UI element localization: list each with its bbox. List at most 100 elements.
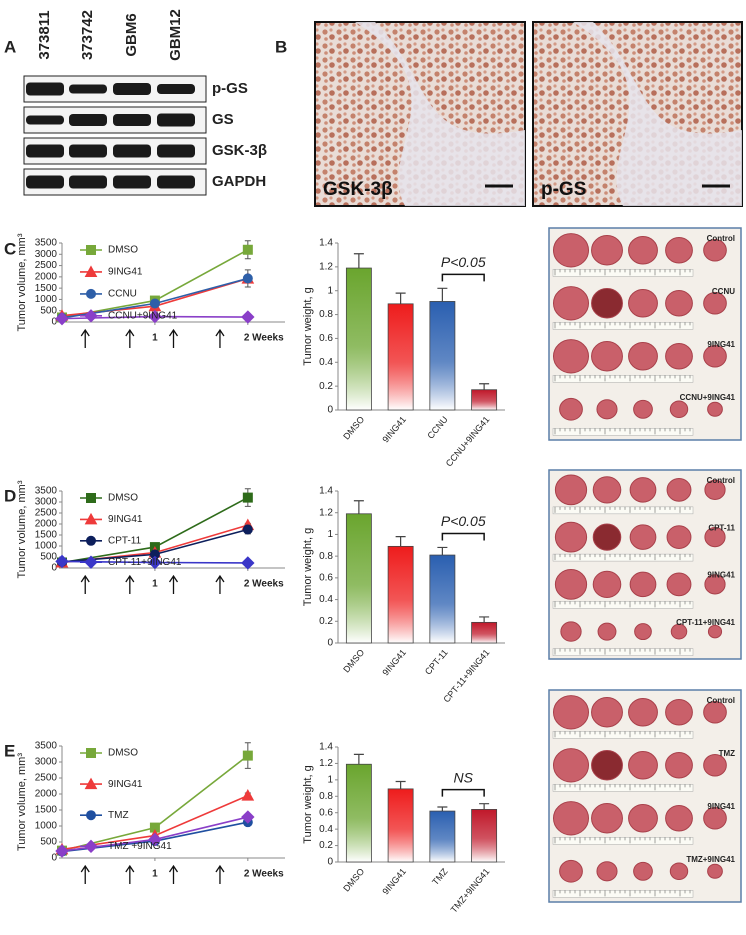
y-tick-label: 1000 [35,821,58,832]
photo-label: Control [707,476,735,485]
tumor [552,339,590,374]
y-tick-label: 2000 [35,271,58,282]
y-tick-label: 1.2 [319,758,333,769]
legend-label: TMZ +9ING41 [108,841,172,852]
legend-label: DMSO [108,245,138,256]
y-tick-label: 1 [327,529,333,540]
bar [345,267,372,411]
y-tick-label: 1 [327,285,333,296]
lane-label: GBM12 [167,9,184,61]
y-axis-label: Tumor weight, g [302,287,314,365]
band-label: GSK-3β [212,142,267,159]
marker [84,777,98,790]
ruler [552,837,694,845]
y-tick-label: 3500 [35,741,58,752]
tumor [628,751,658,780]
y-tick-label: 2500 [35,508,58,519]
y-tick-label: 0.4 [319,357,333,368]
stroma [573,22,742,206]
y-tick-label: 0.8 [319,309,333,320]
x-tick-label: TMZ+9ING41 [449,866,492,914]
tumor [591,288,623,319]
x-tick-label: 1 [152,869,158,880]
y-tick-label: 0.2 [319,840,333,851]
panel-letter: D [4,486,16,505]
photo-label: Control [707,696,735,705]
bar [387,545,414,644]
y-tick-label: 0.2 [319,381,333,392]
legend-label: DMSO [108,493,138,504]
photo-label: TMZ [719,749,736,758]
x-tick-label: 9ING41 [380,866,408,896]
blot-band [113,114,151,126]
y-axis-label: Tumor volume, mm³ [16,480,28,578]
bar [429,554,456,644]
marker [148,832,162,847]
x-tick-label: 9ING41 [380,414,408,444]
marker [55,554,69,569]
legend-label: DMSO [108,748,138,759]
y-tick-label: 0 [51,317,57,328]
y-tick-label: 1500 [35,805,58,816]
x-tick-label: 1 [152,579,158,590]
tumor [629,524,657,550]
y-tick-label: 3500 [35,486,58,497]
tumor [552,748,590,783]
error-bar [395,292,406,304]
y-tick-label: 500 [40,305,57,316]
tumor [666,477,692,502]
band-label: GAPDH [212,173,266,190]
y-tick-label: 1500 [35,283,58,294]
tumor [665,752,693,779]
tumor [707,863,723,879]
blot-band [157,113,195,127]
tumor [666,572,692,597]
tumor [665,343,693,370]
marker [84,512,98,525]
error-bar [353,753,364,765]
ruler [552,784,694,792]
y-tick-label: 3000 [35,497,58,508]
lane-label: GBM6 [123,13,140,56]
tumor [633,399,653,419]
x-tick-label: DMSO [341,647,366,674]
blot-band [26,82,64,96]
bar [345,513,372,644]
y-tick-label: 500 [40,552,57,563]
tumor [629,477,657,503]
panel-letter: A [4,37,16,56]
marker [86,748,96,758]
marker [86,245,96,255]
tumor [634,623,652,641]
tumor [591,697,623,728]
y-axis-label: Tumor weight, g [302,765,314,843]
dose-arrow [125,328,135,348]
blot-band [69,144,107,158]
tumor [703,291,727,315]
tumor [703,344,727,368]
tumor [665,237,693,264]
y-tick-label: 1000 [35,294,58,305]
tumor [559,397,583,421]
y-axis-label: Tumor volume, mm³ [16,753,28,851]
x-tick-label: TMZ [430,866,450,887]
x-tick-label: 2 Weeks [244,333,284,344]
y-tick-label: 0.6 [319,572,333,583]
photo-label: 9ING41 [707,802,735,811]
blot-band [113,83,151,95]
image-label: GSK-3β [323,179,393,200]
bar [471,621,498,644]
tumor [591,750,623,781]
x-tick-label: 2 Weeks [244,869,284,880]
marker [241,556,255,570]
annotation: P<0.05 [441,513,486,529]
lane-label: 373742 [79,10,96,60]
error-bar [395,780,406,789]
blot-band [26,175,64,189]
photo-label: CPT-11+9ING41 [676,618,735,627]
tumor [633,861,653,881]
photo-label: TMZ+9ING41 [686,855,735,864]
y-axis-label: Tumor volume, mm³ [16,233,28,331]
tumor [628,342,658,371]
tumor [629,571,657,598]
